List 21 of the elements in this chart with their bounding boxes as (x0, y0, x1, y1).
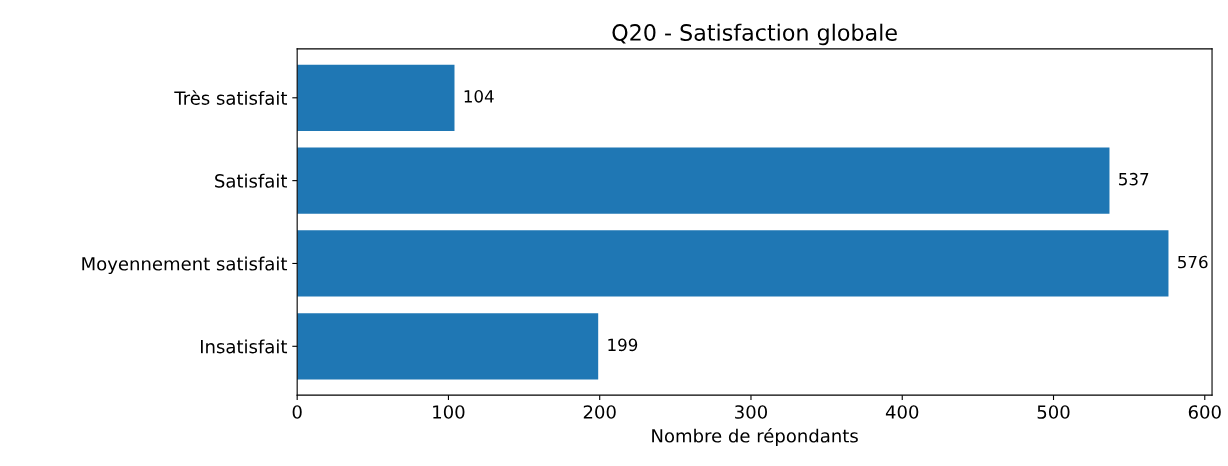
data-label: 199 (608, 338, 638, 352)
chart-title: Q20 - Satisfaction globale (612, 23, 897, 46)
bar (297, 147, 1110, 214)
data-label: 576 (1178, 255, 1208, 269)
x-tick-label: 100 (433, 405, 465, 419)
data-label: 104 (464, 90, 494, 103)
y-tick-label: Satisfait (215, 173, 288, 188)
x-tick-label: 0 (292, 405, 302, 419)
y-tick-label: Très satisfait (174, 90, 288, 105)
y-tick-label: Insatisfait (200, 339, 288, 354)
y-tick-label: Moyennement satisfait (82, 256, 288, 275)
x-tick-label: 500 (1037, 405, 1070, 419)
bar (297, 313, 599, 380)
x-tick-label: 300 (735, 405, 768, 419)
x-tick-label: 600 (1188, 405, 1221, 419)
x-tick-label: 200 (583, 405, 616, 419)
bar (297, 230, 1169, 297)
bar (297, 64, 455, 131)
x-axis-title: Nombre de répondants (652, 427, 858, 447)
x-tick-label: 400 (885, 405, 919, 419)
data-label: 537 (1119, 172, 1149, 186)
